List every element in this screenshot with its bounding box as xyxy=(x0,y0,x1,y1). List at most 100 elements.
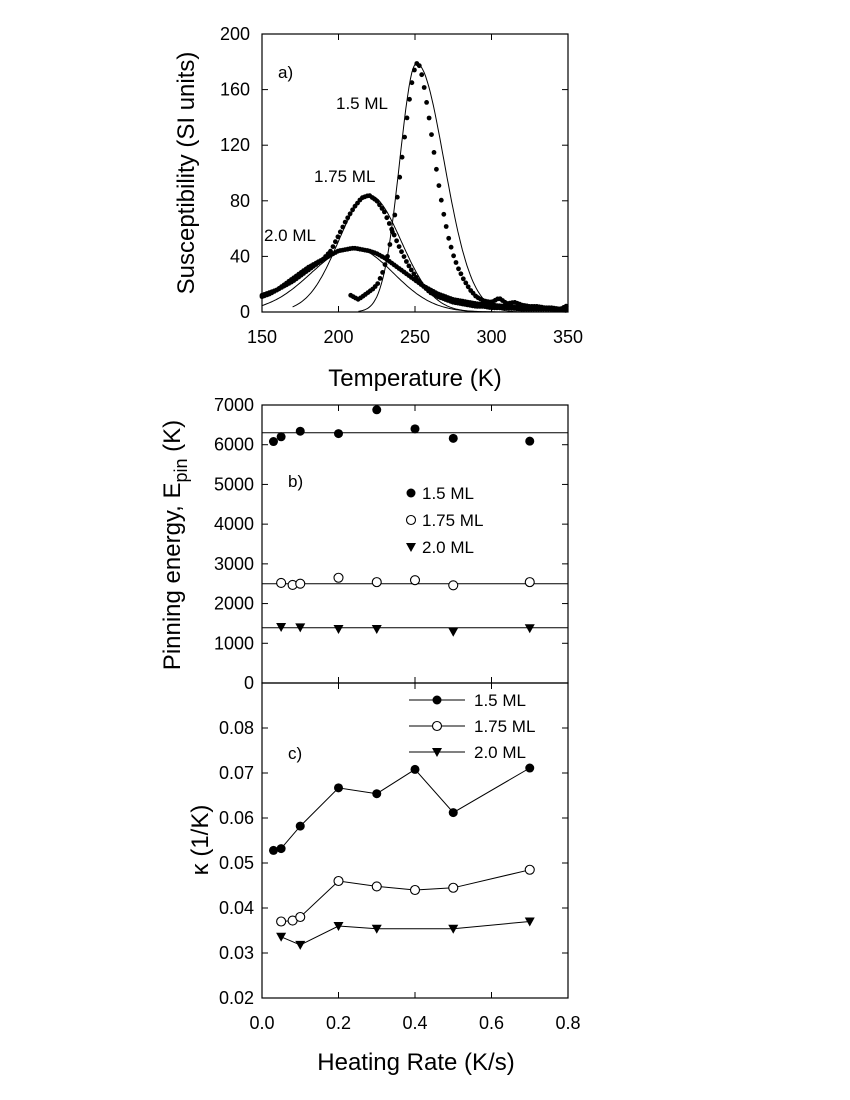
b-y-tick-label: 0 xyxy=(244,673,254,693)
a-point-1-5-ml xyxy=(394,194,400,200)
c-x-tick-label: 0.6 xyxy=(479,1013,504,1033)
panel-a-label: a) xyxy=(278,63,293,82)
b-point-1-75-ml xyxy=(524,577,535,588)
legend-b-label-1-5-ml: 1.5 ML xyxy=(422,484,474,503)
b-point-2-0-ml xyxy=(524,624,535,634)
c-y-tick-label: 0.03 xyxy=(219,943,254,963)
a-point-1-5-ml xyxy=(424,100,429,105)
a-point-1-5-ml xyxy=(419,72,425,78)
a-point-1-75-ml xyxy=(340,224,346,230)
fit-curve-2-0-ml xyxy=(261,247,568,313)
a-point-1-5-ml xyxy=(456,266,461,272)
a-x-tick-label: 300 xyxy=(476,327,506,347)
a-point-1-5-ml xyxy=(446,235,452,241)
c-point-2-0-ml xyxy=(333,922,344,931)
a-point-1-5-ml xyxy=(441,211,447,217)
panel-c-y-axis-label: κ (1/K) xyxy=(187,805,214,876)
c-point-1-5-ml xyxy=(268,845,278,855)
a-point-1-5-ml xyxy=(431,150,437,155)
a-point-1-5-ml xyxy=(465,284,471,290)
a-x-tick-label: 350 xyxy=(553,327,583,347)
c-point-2-0-ml xyxy=(295,940,306,950)
a-point-1-75-ml xyxy=(394,238,399,244)
c-point-1-5-ml xyxy=(525,763,535,773)
c-point-1-75-ml xyxy=(295,911,306,923)
c-point-1-75-ml xyxy=(333,875,344,887)
a-point-1-5-ml xyxy=(426,115,432,121)
legend-b-marker-2-0-ml xyxy=(406,543,416,552)
panel-a-ticks: 150 200 250 300 350 0 40 80 120 160 200 xyxy=(220,24,583,347)
series-label-1-75-ml: 1.75 ML xyxy=(314,167,375,186)
a-point-1-5-ml xyxy=(451,253,456,259)
c-point-1-5-ml xyxy=(295,821,305,831)
a-point-1-75-ml xyxy=(408,267,414,273)
panel-a-x-axis-label: Temperature (K) xyxy=(328,365,501,392)
series-label-1-5-ml: 1.5 ML xyxy=(336,94,388,113)
c-point-1-75-ml xyxy=(276,916,287,927)
legend-c-label-1-5-ml: 1.5 ML xyxy=(474,691,526,710)
panel-b-legend: 1.5 ML 1.75 ML 2.0 ML xyxy=(405,484,483,557)
a-point-1-5-ml xyxy=(397,174,403,180)
b-point-2-0-ml xyxy=(276,623,287,633)
c-point-2-0-ml xyxy=(371,924,382,934)
a-point-1-75-ml xyxy=(335,234,341,240)
fit-curve-1-5-ml xyxy=(358,62,568,313)
a-point-1-5-ml xyxy=(458,271,464,277)
a-point-1-5-ml xyxy=(434,166,439,172)
a-point-1-5-ml xyxy=(460,276,466,282)
legend-b-label-1-75-ml: 1.75 ML xyxy=(422,511,483,530)
panel-b-pinning-energy: b) Pinning energy, Epin (K) 0 1000 2000 300… xyxy=(159,395,569,693)
b-point-1-5-ml xyxy=(268,437,278,447)
c-point-1-5-ml xyxy=(372,789,382,799)
panel-b-y-axis-label: Pinning energy, Epin (K) xyxy=(159,420,191,670)
c-line-2-0-ml xyxy=(280,921,530,946)
a-point-1-5-ml xyxy=(416,63,422,69)
c-x-tick-label: 0.0 xyxy=(249,1013,274,1033)
b-point-1-5-ml xyxy=(295,426,305,436)
a-point-1-75-ml xyxy=(399,249,404,255)
b-point-2-0-ml xyxy=(371,624,382,634)
a-point-1-5-ml xyxy=(412,67,417,73)
a-x-tick-label: 250 xyxy=(400,327,430,347)
c-y-tick-label: 0.05 xyxy=(219,853,254,873)
c-point-1-5-ml xyxy=(410,764,420,774)
a-point-1-75-ml xyxy=(330,244,336,250)
c-x-tick-label: 0.4 xyxy=(402,1013,427,1033)
legend-b-marker-1-5-ml xyxy=(406,488,416,498)
c-line-1-75-ml xyxy=(281,869,530,922)
b-point-1-5-ml xyxy=(276,432,286,442)
c-line-1-5-ml xyxy=(273,767,531,851)
panel-c-series xyxy=(268,763,535,950)
legend-c-marker-2-0-ml xyxy=(432,748,442,757)
a-point-1-75-ml xyxy=(401,254,407,259)
a-point-1-5-ml xyxy=(399,154,405,160)
panel-c-ticks: 0.0 0.2 0.4 0.6 0.8 0.02 0.03 0.04 0.05 0.06 0.07 0… xyxy=(219,683,581,1033)
a-point-2-0-ml xyxy=(563,306,568,312)
a-point-1-75-ml xyxy=(337,229,343,235)
c-point-1-75-ml xyxy=(409,884,421,896)
b-y-tick-label: 4000 xyxy=(214,514,254,534)
panel-c-kappa: c) Heating Rate (K/s) κ (1/K) 0.0 0.2 0.4 0… xyxy=(187,682,581,1076)
a-x-tick-label: 200 xyxy=(323,327,353,347)
a-point-1-5-ml xyxy=(453,260,459,265)
a-point-1-5-ml xyxy=(377,276,383,281)
a-point-1-5-ml xyxy=(404,115,410,121)
a-point-1-75-ml xyxy=(396,244,402,250)
a-point-1-5-ml xyxy=(438,197,444,203)
a-point-1-75-ml xyxy=(347,211,353,217)
a-point-1-75-ml xyxy=(379,206,385,211)
legend-c-marker-1-5-ml xyxy=(432,695,442,705)
panel-a-data-points xyxy=(259,61,569,313)
b-y-tick-label: 6000 xyxy=(214,435,254,455)
legend-b-marker-1-75-ml xyxy=(405,514,417,526)
legend-c-label-2-0-ml: 2.0 ML xyxy=(474,743,526,762)
panel-a-susceptibility: a) 1.5 ML 1.75 ML 2.0 ML Temperature (K)… xyxy=(173,24,583,392)
b-point-1-5-ml xyxy=(525,436,535,446)
a-point-1-5-ml xyxy=(392,212,398,218)
b-point-2-0-ml xyxy=(333,624,344,634)
c-x-tick-label: 0.8 xyxy=(555,1013,580,1033)
c-y-tick-label: 0.06 xyxy=(219,808,254,828)
a-point-1-75-ml xyxy=(350,207,355,213)
legend-c-label-1-75-ml: 1.75 ML xyxy=(474,717,535,736)
